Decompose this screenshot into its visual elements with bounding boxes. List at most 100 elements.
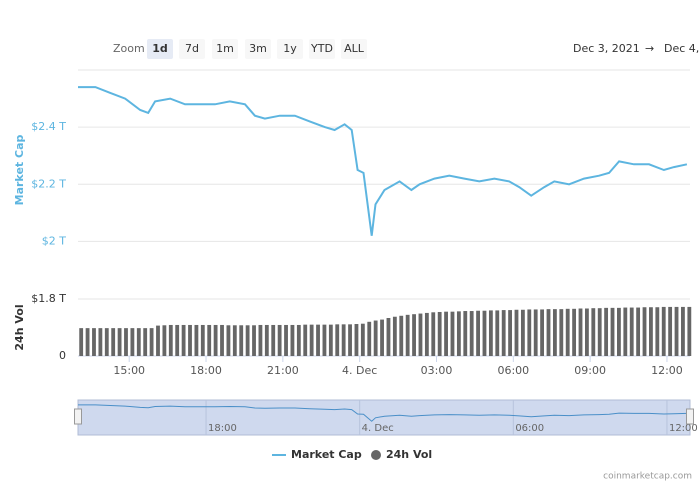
bar [335, 324, 340, 356]
bar [232, 325, 237, 356]
bar [450, 311, 455, 356]
legend-label[interactable]: Market Cap [291, 448, 362, 461]
bar [380, 319, 384, 356]
navigator-tick-label: 12:00 [669, 423, 698, 434]
bar [424, 312, 429, 356]
range-button[interactable] [245, 39, 271, 59]
bar [309, 324, 314, 356]
range-button[interactable] [277, 39, 303, 59]
date-to[interactable]: Dec 4, 2021 [664, 42, 700, 55]
bar [681, 306, 685, 356]
y-tick-label: $2 T [42, 234, 66, 247]
bar [117, 328, 122, 356]
bar [264, 324, 269, 356]
x-tick-label: 12:00 [651, 364, 683, 377]
navigator-tick-label: 06:00 [515, 423, 544, 434]
bar [552, 309, 557, 356]
bar [341, 324, 346, 356]
range-button[interactable] [179, 39, 205, 59]
bar [584, 308, 589, 356]
bar [284, 324, 288, 356]
bar [476, 310, 480, 356]
bar [520, 309, 525, 356]
bar [175, 324, 180, 356]
x-tick-label: 18:00 [190, 364, 222, 377]
bar [463, 311, 468, 356]
bar [130, 328, 135, 356]
bar [271, 324, 276, 356]
range-button-label[interactable]: 1y [283, 42, 297, 55]
x-tick-label: 4. Dec [342, 364, 377, 377]
x-tick-label: 15:00 [113, 364, 145, 377]
y-axis-title: 24h Vol [13, 304, 26, 350]
bar [597, 308, 602, 356]
bar [245, 325, 250, 356]
y-tick-label: 0 [59, 349, 66, 362]
navigator-tick-label: 18:00 [208, 423, 237, 434]
legend-label[interactable]: 24h Vol [386, 448, 432, 461]
bar [111, 328, 116, 356]
x-tick-label: 03:00 [421, 364, 453, 377]
bar [79, 328, 84, 356]
bar [258, 324, 263, 356]
bar [194, 324, 199, 356]
bar [444, 311, 448, 356]
bar [508, 310, 512, 356]
line-series [78, 86, 688, 236]
range-button-label[interactable]: 1m [216, 42, 234, 55]
range-button[interactable] [341, 39, 367, 59]
bar [136, 328, 141, 356]
bar [200, 324, 205, 356]
navigator-handle[interactable] [686, 408, 694, 425]
bar [642, 307, 647, 356]
bar [290, 324, 295, 356]
range-button-label[interactable]: 7d [185, 42, 199, 55]
bar [437, 311, 442, 356]
range-button[interactable] [212, 39, 238, 59]
date-from[interactable]: Dec 3, 2021 [573, 42, 640, 55]
bar [527, 309, 532, 356]
bar [649, 307, 653, 356]
bar [277, 324, 282, 356]
y-tick-label: $1.8 T [31, 292, 66, 305]
range-button-label[interactable]: 3m [249, 42, 267, 55]
bar [181, 324, 186, 356]
bar [636, 307, 641, 356]
bar [559, 309, 564, 356]
range-button[interactable] [309, 39, 335, 59]
bar [674, 306, 679, 356]
bar [578, 308, 583, 356]
bar [495, 310, 500, 356]
bar [354, 324, 359, 356]
bar [412, 314, 416, 356]
bar [149, 328, 154, 356]
range-button-label[interactable]: ALL [344, 42, 365, 55]
range-button[interactable] [147, 39, 173, 59]
range-button-label[interactable]: YTD [310, 42, 333, 55]
bar [431, 312, 436, 356]
bar [591, 308, 596, 356]
y-tick-label: $2.2 T [31, 177, 66, 190]
bar [296, 324, 301, 356]
bar [328, 324, 333, 356]
bar [220, 324, 224, 356]
navigator-selection[interactable] [77, 399, 691, 436]
bar [348, 324, 352, 356]
bar [399, 315, 404, 356]
navigator-handle[interactable] [74, 408, 82, 425]
bar [373, 320, 378, 356]
bar [252, 325, 256, 356]
bar [98, 328, 103, 356]
range-button-label[interactable]: 1d [152, 42, 168, 55]
bar [168, 324, 173, 356]
date-separator: → [645, 42, 654, 55]
bar [540, 309, 545, 356]
bar [572, 308, 577, 356]
bar [488, 310, 493, 356]
zoom-label: Zoom [113, 42, 145, 55]
bar [617, 307, 621, 356]
legend-symbol[interactable] [371, 450, 381, 460]
bar [501, 310, 506, 356]
